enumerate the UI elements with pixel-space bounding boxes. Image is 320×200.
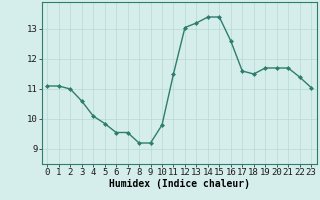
X-axis label: Humidex (Indice chaleur): Humidex (Indice chaleur) [109,179,250,189]
